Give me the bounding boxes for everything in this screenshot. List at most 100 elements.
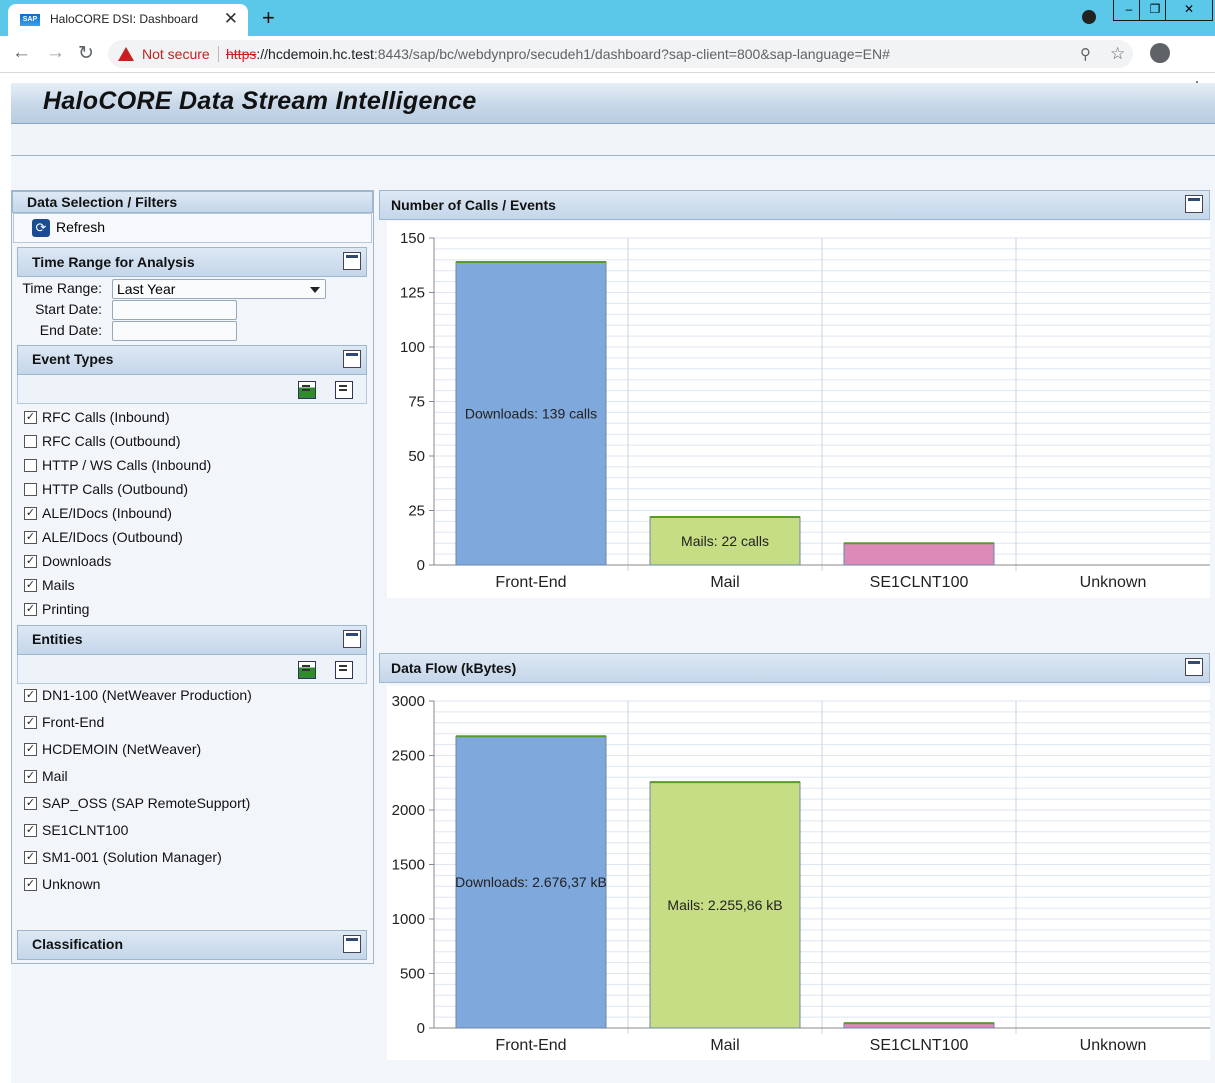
checkbox-label: RFC Calls (Outbound)	[42, 433, 181, 449]
collapse-calls-events-icon[interactable]	[1185, 195, 1203, 213]
checkbox[interactable]: ✓	[24, 579, 37, 592]
refresh-button[interactable]: ⟳ Refresh	[13, 213, 372, 243]
back-icon[interactable]: ←	[12, 42, 31, 63]
classification-title: Classification	[32, 936, 124, 952]
checkbox-label: HTTP / WS Calls (Inbound)	[42, 457, 212, 473]
bar-front-end	[455, 261, 607, 566]
filter-panel-header: Data Selection / Filters	[12, 191, 373, 213]
y-tick-label: 500	[400, 966, 425, 983]
entities-toolbar	[17, 655, 367, 684]
url-path: :8443/sap/bc/webdynpro/secudeh1/dashboar…	[373, 46, 890, 62]
collapse-time-range-icon[interactable]	[343, 252, 361, 270]
end-date-input[interactable]	[112, 321, 237, 341]
collapse-event-types-icon[interactable]	[343, 350, 361, 368]
checkbox[interactable]: ✓	[24, 878, 37, 891]
collapse-data-flow-icon[interactable]	[1185, 658, 1203, 676]
checkbox[interactable]: ✓	[24, 770, 37, 783]
checkbox[interactable]: ✓	[24, 531, 37, 544]
data-flow-chart: 0 500 1000 1500 2000 2500 3000 Downloads: 2.676…	[387, 686, 1210, 1060]
checkbox[interactable]: ✓	[24, 603, 37, 616]
checkbox[interactable]	[24, 459, 37, 472]
checkbox[interactable]: ✓	[24, 851, 37, 864]
checkbox-label: Mails	[42, 577, 75, 593]
start-date-input[interactable]	[112, 300, 237, 320]
entities-title: Entities	[32, 631, 83, 647]
y-tick-label: 1000	[392, 911, 425, 928]
time-range-value: Last Year	[117, 281, 176, 297]
checkbox-label: RFC Calls (Inbound)	[42, 409, 170, 425]
url-host: ://hcdemoin.hc.test	[256, 46, 374, 62]
checkbox-label: ALE/IDocs (Inbound)	[42, 505, 172, 521]
checkbox-label: SAP_OSS (SAP RemoteSupport)	[42, 795, 251, 811]
not-secure-label[interactable]: Not secure	[142, 46, 210, 62]
bar-se1clnt100	[843, 542, 995, 566]
checkbox[interactable]: ✓	[24, 689, 37, 702]
y-tick-label: 50	[408, 448, 425, 465]
checkbox[interactable]: ✓	[24, 716, 37, 729]
browser-tab[interactable]: SAP HaloCORE DSI: Dashboard ✕	[8, 4, 248, 36]
data-flow-title: Data Flow (kBytes)	[391, 660, 517, 676]
checkbox-label: Front-End	[42, 714, 105, 730]
checkbox[interactable]	[24, 435, 37, 448]
calls-events-title: Number of Calls / Events	[391, 197, 556, 213]
data-label: Mails: 22 calls	[681, 533, 769, 549]
time-range-title: Time Range for Analysis	[32, 254, 195, 270]
checkbox-label: SM1-001 (Solution Manager)	[42, 849, 222, 865]
checkbox-label: Unknown	[42, 876, 101, 892]
calls-events-svg: 0 25 50 75 100 125 150 Downloads: 139 calls Fron…	[400, 230, 1210, 591]
entities-header: Entities	[17, 625, 367, 655]
calls-events-panel: Number of Calls / Events 0 25 50 75 100 125 15…	[379, 190, 1210, 600]
url-text[interactable]: https://hcdemoin.hc.test:8443/sap/bc/web…	[226, 46, 890, 62]
y-tick-label: 100	[400, 339, 425, 356]
checkbox[interactable]: ✓	[24, 824, 37, 837]
star-icon[interactable]: ☆	[1110, 44, 1126, 63]
x-tick-label: SE1CLNT100	[870, 1037, 969, 1054]
checkbox[interactable]: ✓	[24, 797, 37, 810]
expand-classification-icon[interactable]	[343, 935, 361, 953]
checkbox-label: DN1-100 (NetWeaver Production)	[42, 687, 252, 703]
url-scheme: https	[226, 46, 257, 62]
filter-panel-title: Data Selection / Filters	[27, 194, 178, 210]
new-tab-button[interactable]: +	[262, 5, 275, 30]
sap-favicon-icon: SAP	[20, 14, 40, 26]
collapse-entities-icon[interactable]	[343, 630, 361, 648]
classification-header: Classification	[17, 930, 367, 960]
profile-icon[interactable]	[1150, 43, 1170, 63]
y-tick-label: 25	[408, 503, 425, 520]
y-tick-label: 2500	[392, 748, 425, 765]
window-close-button[interactable]: ✕	[1165, 0, 1213, 21]
bar-mail	[649, 781, 801, 1029]
checkbox[interactable]	[24, 483, 37, 496]
app-title: HaloCORE Data Stream Intelligence	[43, 87, 477, 115]
y-tick-label: 0	[417, 557, 425, 574]
select-all-entities-icon[interactable]	[298, 661, 316, 679]
x-tick-label: SE1CLNT100	[870, 574, 969, 591]
checkbox[interactable]: ✓	[24, 411, 37, 424]
browser-tab-strip: SAP HaloCORE DSI: Dashboard ✕ + – ❐ ✕	[0, 0, 1215, 36]
y-tick-label: 125	[400, 285, 425, 302]
omnibox-separator	[218, 46, 219, 62]
time-range-select[interactable]: Last Year	[112, 279, 326, 299]
checkbox-label: Downloads	[42, 553, 112, 569]
reload-icon[interactable]: ↻	[78, 43, 94, 64]
zoom-icon[interactable]: ⚲	[1080, 46, 1091, 63]
x-tick-label: Unknown	[1080, 574, 1147, 591]
tab-close-icon[interactable]: ✕	[223, 9, 238, 28]
start-date-label: Start Date:	[35, 301, 102, 317]
checkbox-label: SE1CLNT100	[42, 822, 129, 838]
chrome-profile-icon[interactable]	[1082, 10, 1096, 24]
event-types-header: Event Types	[17, 345, 367, 375]
event-types-title: Event Types	[32, 351, 114, 367]
x-tick-label: Unknown	[1080, 1037, 1147, 1054]
select-all-icon[interactable]	[298, 381, 316, 399]
warning-icon[interactable]	[118, 47, 134, 61]
checkbox[interactable]: ✓	[24, 555, 37, 568]
deselect-all-icon[interactable]	[335, 381, 353, 399]
address-bar[interactable]: Not secure https://hcdemoin.hc.test:8443…	[108, 40, 1133, 68]
deselect-all-entities-icon[interactable]	[335, 661, 353, 679]
checkbox[interactable]: ✓	[24, 507, 37, 520]
checkbox[interactable]: ✓	[24, 743, 37, 756]
time-range-header: Time Range for Analysis	[17, 247, 367, 277]
y-tick-label: 2000	[392, 802, 425, 819]
forward-icon[interactable]: →	[46, 42, 65, 63]
